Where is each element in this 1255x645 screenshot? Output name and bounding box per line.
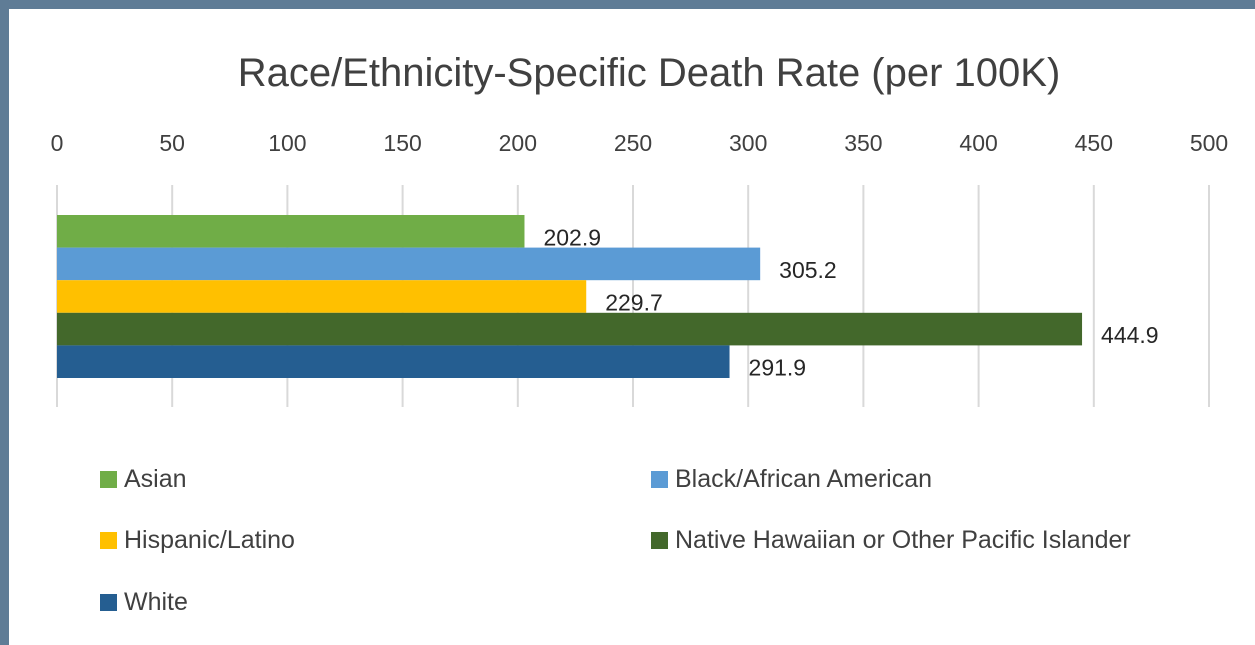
legend-swatch-hispanic-latino	[100, 532, 117, 549]
x-tick-label-250: 250	[614, 130, 652, 156]
legend-item-white: White	[100, 588, 188, 617]
chart-title: Race/Ethnicity-Specific Death Rate (per …	[237, 51, 1061, 95]
x-tick-label-50: 50	[159, 130, 185, 156]
bar-black-african-american	[57, 247, 761, 281]
legend-label-asian: Asian	[124, 465, 187, 493]
legend-label-black-african-american: Black/African American	[675, 465, 933, 493]
legend-swatch-native-hawaiian	[651, 532, 668, 549]
data-label-asian: 202.9	[543, 224, 601, 250]
bar-native-hawaiian-or-other-pacific-islander	[57, 312, 1083, 346]
legend-label-native-hawaiian: Native Hawaiian or Other Pacific Islande…	[675, 526, 1131, 554]
x-tick-label-350: 350	[844, 130, 882, 156]
bar-white	[57, 345, 730, 378]
data-label-hispanic-latino: 229.7	[605, 290, 663, 316]
legend-swatch-black-african-american	[651, 471, 668, 488]
chart-panel: Race/Ethnicity-Specific Death Rate (per …	[9, 9, 1255, 645]
data-label-black-african-american: 305.2	[779, 257, 837, 283]
x-tick-label-150: 150	[383, 130, 421, 156]
x-tick-label-450: 450	[1075, 130, 1113, 156]
legend-item-native-hawaiian: Native Hawaiian or Other Pacific Islande…	[651, 526, 1131, 555]
legend-item-black-african-american: Black/African American	[651, 465, 932, 494]
x-tick-label-0: 0	[51, 130, 64, 156]
x-tick-label-400: 400	[959, 130, 997, 156]
data-label-native-hawaiian-or-other-pacific-islander: 444.9	[1101, 322, 1159, 348]
x-tick-label-300: 300	[729, 130, 767, 156]
bar-hispanic-latino	[57, 280, 587, 313]
legend-item-asian: Asian	[100, 465, 187, 494]
legend-label-hispanic-latino: Hispanic/Latino	[124, 526, 295, 554]
x-tick-label-200: 200	[499, 130, 537, 156]
x-tick-label-100: 100	[268, 130, 306, 156]
data-label-white: 291.9	[749, 355, 807, 381]
legend-swatch-white	[100, 594, 117, 611]
legend-swatch-asian	[100, 471, 117, 488]
legend-item-hispanic-latino: Hispanic/Latino	[100, 526, 295, 555]
legend-label-white: White	[124, 588, 188, 616]
bar-asian	[57, 215, 525, 248]
x-tick-label-500: 500	[1190, 130, 1228, 156]
bar-chart: 0 50 100 150 200 250 300 350 400 450 500 202.9 305.2…	[51, 130, 1228, 407]
